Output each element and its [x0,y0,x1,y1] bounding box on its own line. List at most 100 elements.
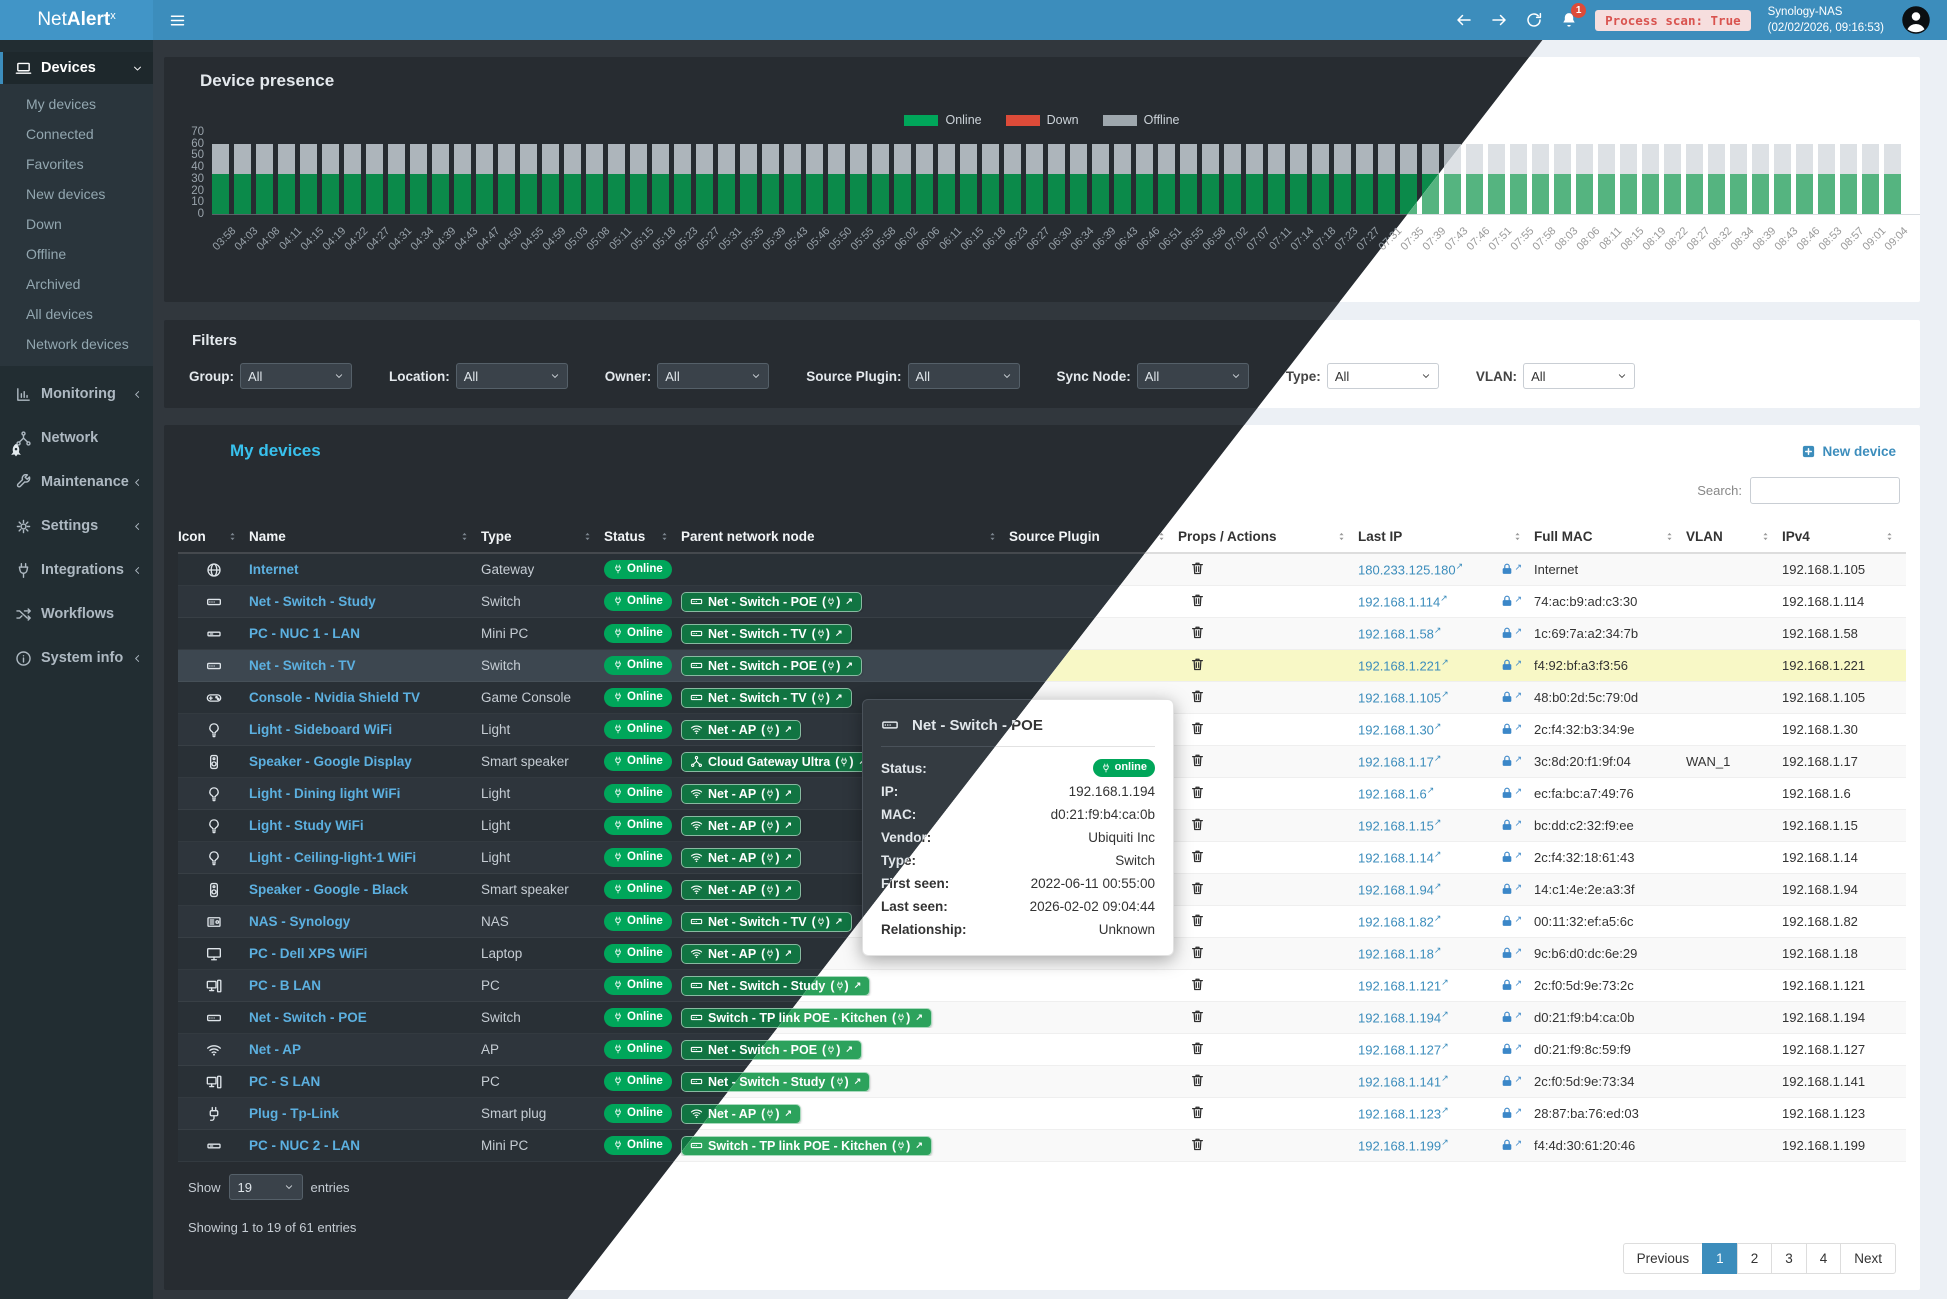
delete-device-icon[interactable] [1190,720,1205,736]
sidebar-toggle-icon[interactable] [169,12,186,29]
nav-forward-icon[interactable] [1490,11,1508,29]
last-ip-link[interactable]: 192.168.1.127↗ [1358,1041,1449,1058]
lock-icon[interactable]: ↗ [1500,946,1522,960]
device-name-link[interactable]: Net - Switch - Study [249,594,376,609]
search-input[interactable] [1750,477,1900,504]
device-name-link[interactable]: Net - AP [249,1042,302,1057]
last-ip-link[interactable]: 192.168.1.114↗ [1358,593,1448,610]
lock-icon[interactable]: ↗ [1500,722,1522,736]
device-name-link[interactable]: PC - NUC 2 - LAN [249,1138,360,1153]
pagination-page-4[interactable]: 4 [1805,1243,1842,1274]
device-name-link[interactable]: Plug - Tp-Link [249,1106,339,1121]
last-ip-link[interactable]: 192.168.1.141↗ [1358,1073,1449,1090]
delete-device-icon[interactable] [1190,560,1205,576]
lock-icon[interactable]: ↗ [1500,850,1522,864]
device-name-link[interactable]: Light - Dining light WiFi [249,786,401,801]
delete-device-icon[interactable] [1190,848,1205,864]
device-name-link[interactable]: Net - Switch - TV [249,658,356,673]
delete-device-icon[interactable] [1190,624,1205,640]
lock-icon[interactable]: ↗ [1500,1138,1522,1152]
filter-vlan-select[interactable]: All [1523,363,1636,389]
parent-node-chip[interactable]: Net - Switch - POE()↗ [681,591,862,612]
filter-sync-node-select[interactable]: All [1136,363,1249,389]
pagination-page-1[interactable]: 1 [1702,1243,1738,1274]
delete-device-icon[interactable] [1190,1040,1205,1056]
last-ip-link[interactable]: 192.168.1.15↗ [1358,817,1442,834]
parent-node-chip[interactable]: Cloud Gateway Ultra()↗ [681,751,876,772]
sidebar-item-system-info[interactable]: System info [0,642,153,674]
last-ip-link[interactable]: 192.168.1.6↗ [1358,785,1435,802]
sidebar-item-workflows[interactable]: Workflows [0,598,153,630]
delete-device-icon[interactable] [1190,944,1205,960]
parent-node-chip[interactable]: Net - Switch - TV()↗ [681,623,852,644]
parent-node-chip[interactable]: Net - Switch - TV()↗ [681,687,852,708]
last-ip-link[interactable]: 192.168.1.18↗ [1358,945,1442,962]
sidebar-item-new-devices[interactable]: New devices [26,186,106,202]
pagination-page-3[interactable]: 3 [1771,1243,1807,1274]
last-ip-link[interactable]: 192.168.1.14↗ [1358,849,1442,866]
delete-device-icon[interactable] [1190,656,1205,672]
nav-back-icon[interactable] [1455,11,1473,29]
device-name-link[interactable]: Light - Study WiFi [249,818,364,833]
delete-device-icon[interactable] [1190,912,1205,928]
column-header-vlan[interactable]: VLAN [1686,529,1782,544]
lock-icon[interactable]: ↗ [1500,914,1522,928]
column-header-status[interactable]: Status [604,529,681,544]
parent-node-chip[interactable]: Switch - TP link POE - Kitchen() ↗ [681,1135,932,1156]
sidebar-item-network[interactable]: Network [0,422,153,454]
last-ip-link[interactable]: 192.168.1.199↗ [1358,1137,1449,1154]
delete-device-icon[interactable] [1190,976,1205,992]
last-ip-link[interactable]: 192.168.1.58↗ [1358,625,1442,642]
delete-device-icon[interactable] [1190,880,1205,896]
device-name-link[interactable]: Internet [249,562,299,577]
delete-device-icon[interactable] [1190,784,1205,800]
sidebar-item-network-devices[interactable]: Network devices [26,336,129,352]
column-header-type[interactable]: Type [481,529,604,544]
device-name-link[interactable]: NAS - Synology [249,914,351,929]
device-name-link[interactable]: Console - Nvidia Shield TV [249,690,421,705]
sidebar-item-integrations[interactable]: Integrations [0,554,153,586]
pagination-previous[interactable]: Previous [1622,1243,1704,1274]
last-ip-link[interactable]: 180.233.125.180↗ [1358,561,1464,578]
sidebar-item-settings[interactable]: Settings [0,510,153,542]
parent-node-chip[interactable]: Net - AP()↗ [681,719,802,740]
last-ip-link[interactable]: 192.168.1.82↗ [1358,913,1442,930]
lock-icon[interactable]: ↗ [1500,754,1522,768]
column-header-source-plugin[interactable]: Source Plugin [1009,529,1178,544]
device-name-link[interactable]: PC - Dell XPS WiFi [249,946,368,961]
lock-icon[interactable]: ↗ [1500,1042,1522,1056]
parent-node-chip[interactable]: Net - AP()↗ [681,815,802,836]
parent-node-chip[interactable]: Net - Switch - POE()↗ [681,655,862,676]
delete-device-icon[interactable] [1190,1136,1205,1152]
last-ip-link[interactable]: 192.168.1.94↗ [1358,881,1442,898]
device-name-link[interactable]: PC - NUC 1 - LAN [249,626,360,641]
device-name-link[interactable]: PC - B LAN [249,978,321,993]
sidebar-item-connected[interactable]: Connected [26,126,94,142]
lock-icon[interactable]: ↗ [1500,818,1522,832]
delete-device-icon[interactable] [1190,1008,1205,1024]
process-scan-status[interactable]: Process scan: True [1595,9,1751,31]
sidebar-item-offline[interactable]: Offline [26,246,67,262]
delete-device-icon[interactable] [1190,816,1205,832]
table-row[interactable]: Internet Gateway Online 180.233.125.180↗ ↗ In… [178,554,1906,586]
last-ip-link[interactable]: 192.168.1.17↗ [1358,753,1442,770]
lock-icon[interactable]: ↗ [1500,658,1522,672]
rocket-icon[interactable] [6,442,26,462]
sidebar-item-monitoring[interactable]: Monitoring [0,378,153,410]
sidebar-item-maintenance[interactable]: Maintenance [0,466,153,498]
delete-device-icon[interactable] [1190,688,1205,704]
sidebar-item-my-devices[interactable]: My devices [26,96,97,112]
lock-icon[interactable]: ↗ [1500,1010,1522,1024]
filter-group-select[interactable]: All [240,363,352,389]
parent-node-chip[interactable]: Net - AP()↗ [681,943,802,964]
last-ip-link[interactable]: 192.168.1.123↗ [1358,1105,1449,1122]
column-header-parent-network-node[interactable]: Parent network node [681,529,1009,544]
last-ip-link[interactable]: 192.168.1.221↗ [1358,657,1449,674]
